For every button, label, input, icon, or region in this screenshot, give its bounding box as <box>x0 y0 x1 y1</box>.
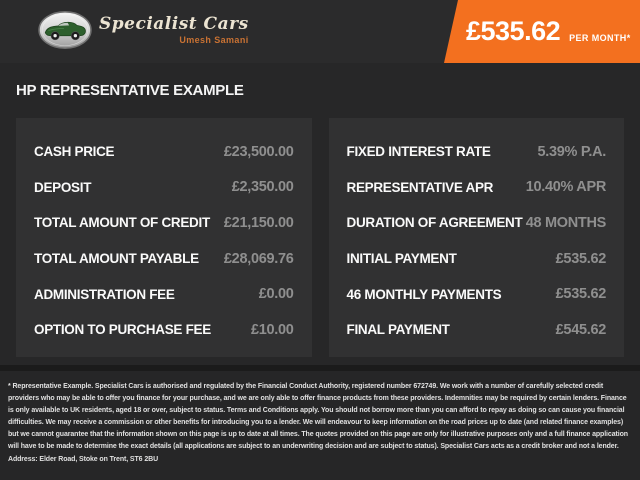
brand-name: Specialist Cars <box>99 14 249 34</box>
row-label: ADMINISTRATION FEE <box>34 286 175 302</box>
specialist-cars-logo[interactable]: Specialist Cars Umesh Samani <box>38 10 249 50</box>
table-row: FINAL PAYMENT £545.62 <box>347 312 607 348</box>
row-label: TOTAL AMOUNT PAYABLE <box>34 251 199 267</box>
row-value: 48 MONTHS <box>525 214 607 231</box>
row-value: £28,069.76 <box>223 250 294 267</box>
table-row: CASH PRICE £23,500.00 <box>34 134 294 170</box>
finance-panels: CASH PRICE £23,500.00 DEPOSIT £2,350.00 … <box>16 118 624 357</box>
table-row: TOTAL AMOUNT OF CREDIT £21,150.00 <box>34 205 294 241</box>
finance-example-section: HP REPRESENTATIVE EXAMPLE CASH PRICE £23… <box>0 63 640 365</box>
row-value: £21,150.00 <box>223 214 294 231</box>
finance-panel-left: CASH PRICE £23,500.00 DEPOSIT £2,350.00 … <box>16 118 312 357</box>
legal-footer: * Representative Example. Specialist Car… <box>0 371 640 480</box>
section-divider <box>0 365 640 371</box>
row-label: DURATION OF AGREEMENT <box>346 215 523 231</box>
row-label: CASH PRICE <box>34 144 115 160</box>
row-value: £535.62 <box>555 250 607 267</box>
table-row: INITIAL PAYMENT £535.62 <box>347 241 607 277</box>
table-row: TOTAL AMOUNT PAYABLE £28,069.76 <box>34 241 294 277</box>
row-label: INITIAL PAYMENT <box>346 251 457 267</box>
logo-text: Specialist Cars Umesh Samani <box>99 14 249 46</box>
monthly-price-banner: £535.62 PER MONTH* <box>444 0 640 63</box>
table-row: FIXED INTEREST RATE 5.39% P.A. <box>347 134 607 170</box>
table-row: ADMINISTRATION FEE £0.00 <box>34 276 294 312</box>
table-row: DEPOSIT £2,350.00 <box>34 170 294 206</box>
page-title: HP REPRESENTATIVE EXAMPLE <box>16 82 244 99</box>
row-value: £10.00 <box>250 321 294 338</box>
monthly-price-period: PER MONTH* <box>569 33 631 43</box>
row-label: TOTAL AMOUNT OF CREDIT <box>34 215 210 231</box>
row-label: OPTION TO PURCHASE FEE <box>34 322 211 338</box>
table-row: 46 MONTHLY PAYMENTS £535.62 <box>347 276 607 312</box>
site-header: Specialist Cars Umesh Samani £535.62 PER… <box>0 0 640 63</box>
table-row: REPRESENTATIVE APR 10.40% APR <box>347 170 607 206</box>
monthly-price-amount: £535.62 <box>466 16 561 46</box>
brand-subtitle: Umesh Samani <box>179 35 249 45</box>
row-value: £545.62 <box>555 321 607 338</box>
row-value: £0.00 <box>258 286 294 303</box>
row-label: 46 MONTHLY PAYMENTS <box>346 286 502 302</box>
row-label: FINAL PAYMENT <box>346 322 450 338</box>
row-label: FIXED INTEREST RATE <box>346 144 491 160</box>
classic-car-oval-icon <box>38 11 92 49</box>
row-value: £2,350.00 <box>231 179 294 196</box>
row-label: REPRESENTATIVE APR <box>346 179 494 195</box>
row-label: DEPOSIT <box>34 179 92 195</box>
row-value: 10.40% APR <box>525 179 607 196</box>
row-value: £535.62 <box>555 286 607 303</box>
table-row: DURATION OF AGREEMENT 48 MONTHS <box>347 205 607 241</box>
representative-example-disclaimer: * Representative Example. Specialist Car… <box>8 383 628 463</box>
row-value: 5.39% P.A. <box>537 143 607 160</box>
finance-panel-right: FIXED INTEREST RATE 5.39% P.A. REPRESENT… <box>328 118 624 357</box>
row-value: £23,500.00 <box>223 143 294 160</box>
table-row: OPTION TO PURCHASE FEE £10.00 <box>34 312 294 348</box>
